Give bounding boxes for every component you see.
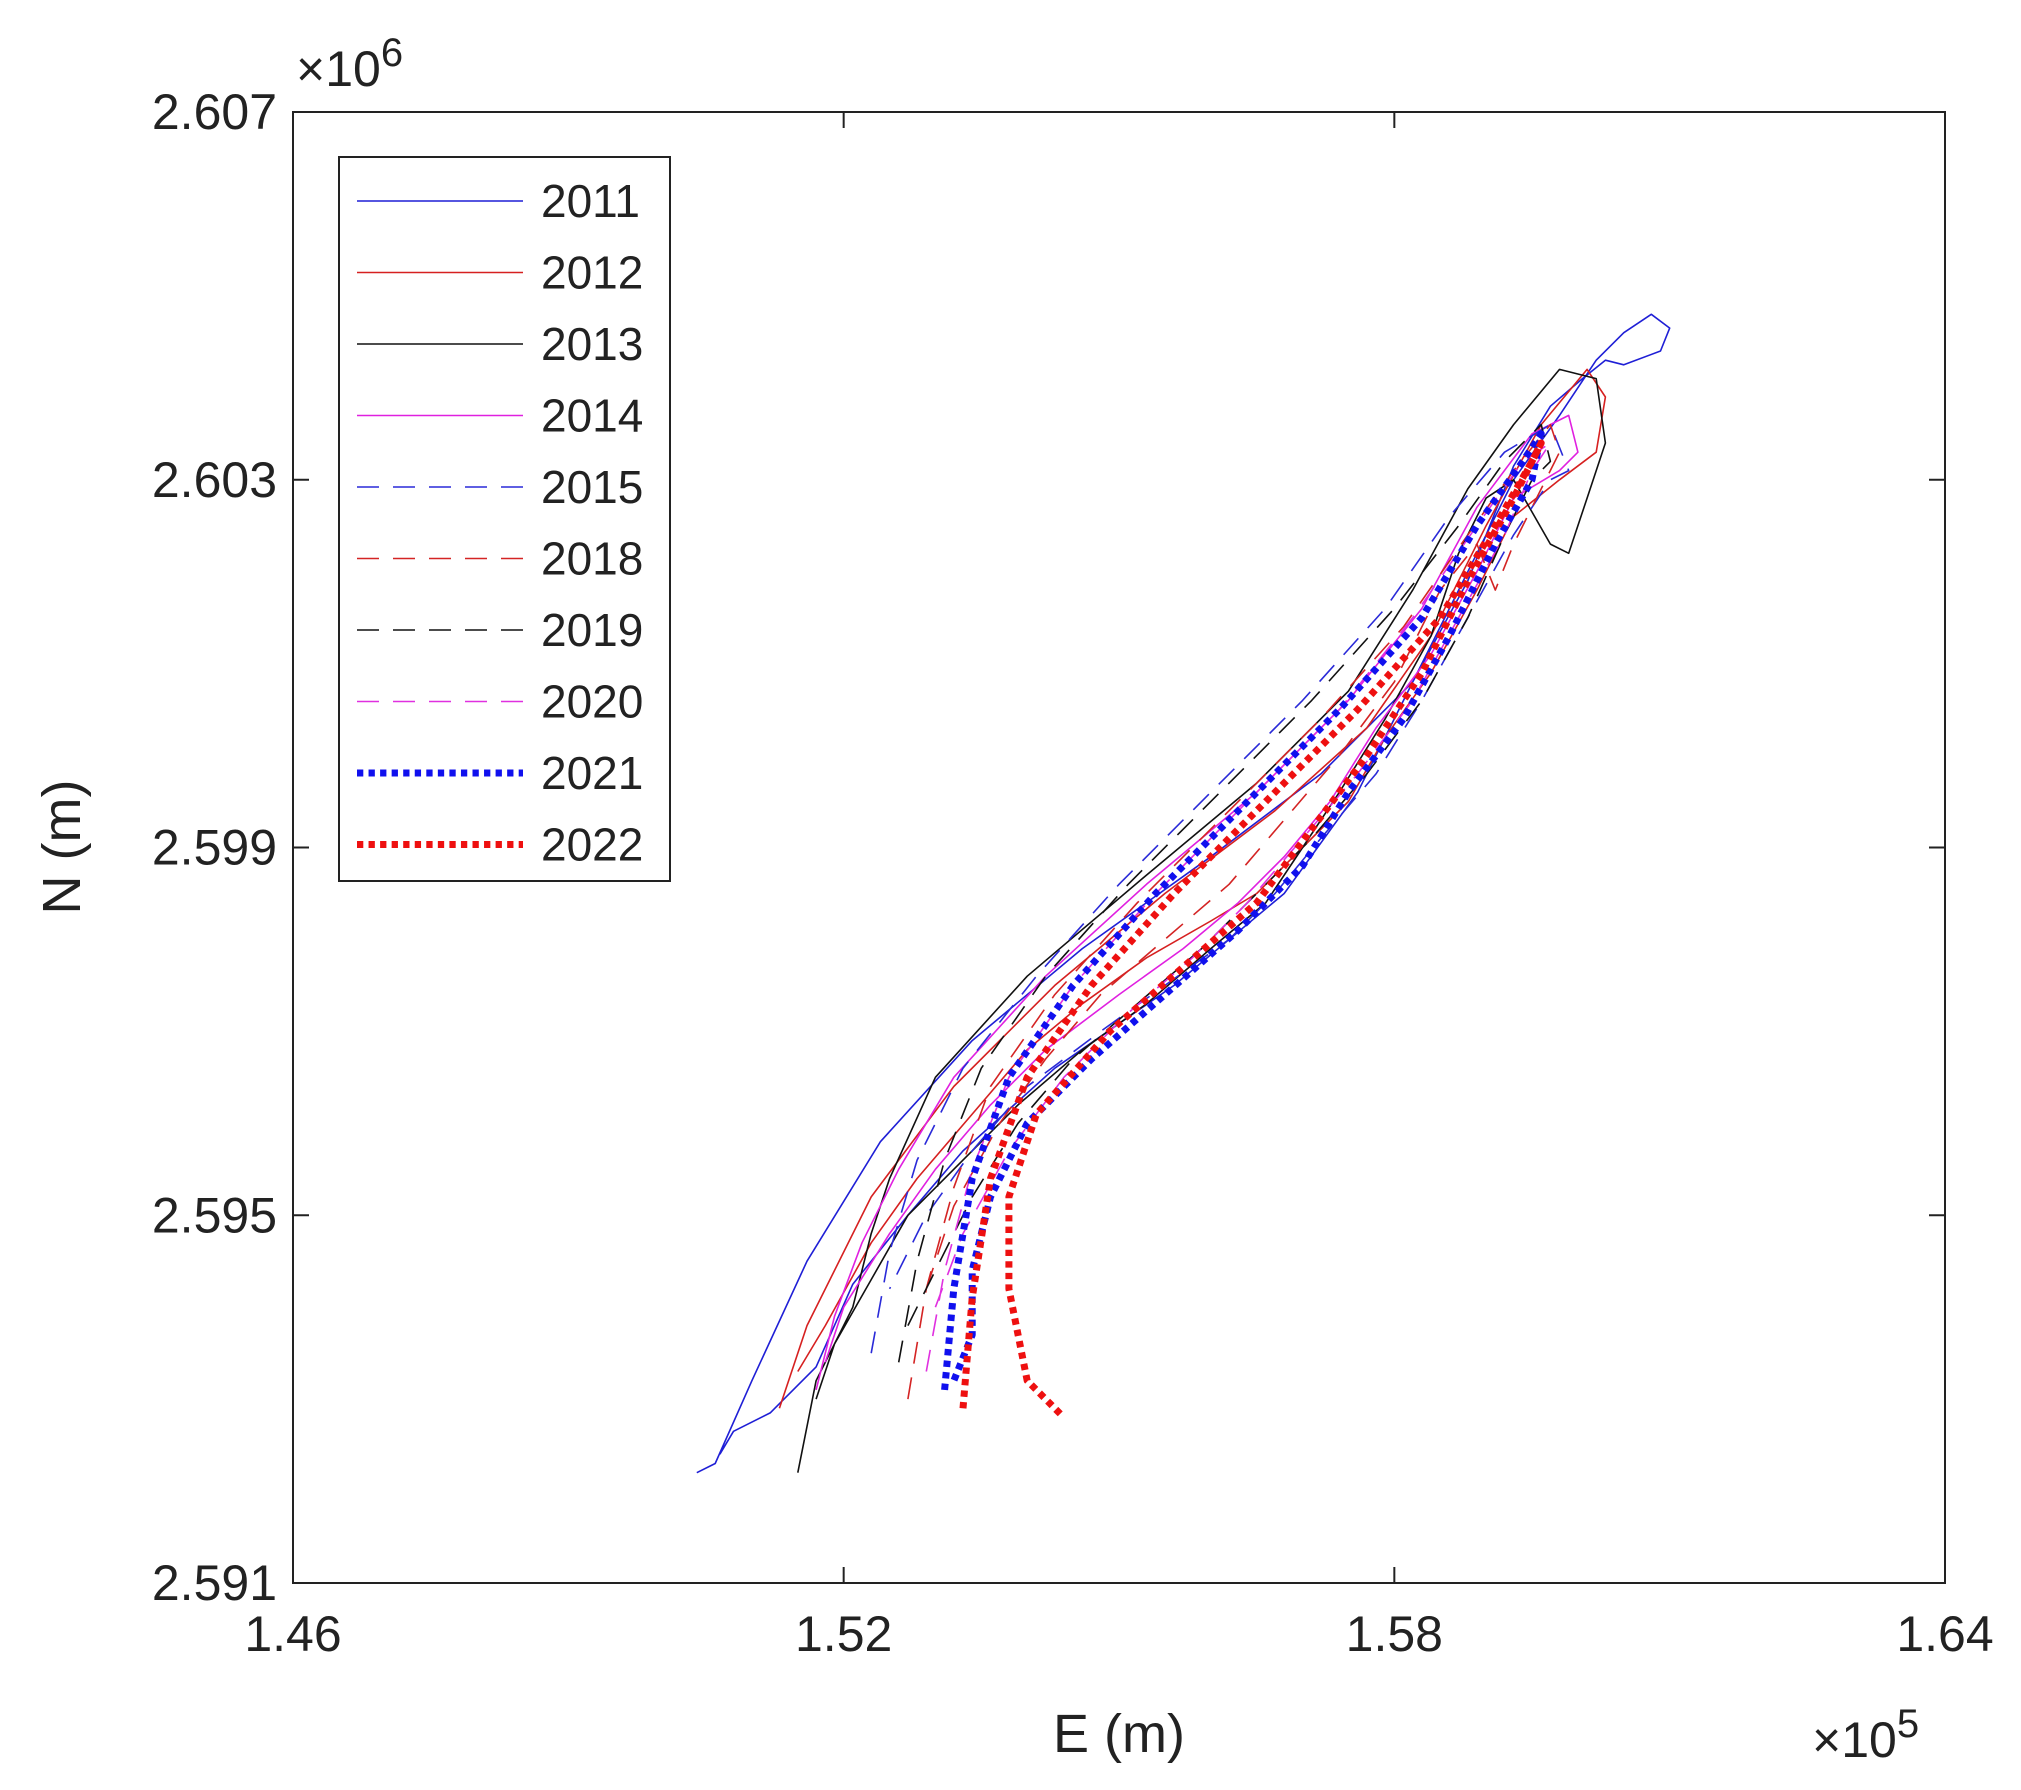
legend: 2011 2012 2013 2014 2015 2018 2019 2020 2021 2022 bbox=[338, 156, 671, 882]
legend-label-2021: 2021 bbox=[541, 747, 643, 799]
series-line-2013 bbox=[797, 368, 1607, 1473]
legend-label-2011: 2011 bbox=[541, 175, 640, 227]
legend-label-2013: 2013 bbox=[541, 318, 643, 370]
legend-label-2022: 2022 bbox=[541, 819, 643, 871]
exp-power: 5 bbox=[1897, 1702, 1919, 1746]
legend-label-2018: 2018 bbox=[541, 533, 643, 585]
legend-label-2012: 2012 bbox=[541, 247, 643, 299]
legend-label-2014: 2014 bbox=[541, 390, 643, 442]
series-line-2022 bbox=[959, 439, 1545, 1420]
legend-label-2020: 2020 bbox=[541, 676, 643, 728]
legend-box bbox=[338, 156, 671, 882]
ticks-layer: 1.46 1.52 1.58 1.64 2.591 2.595 2.599 2.603 2.60… bbox=[152, 84, 1994, 1662]
y-tick-label: 2.591 bbox=[152, 1555, 277, 1611]
x-tick-label: 1.58 bbox=[1346, 1606, 1443, 1662]
y-tick-label: 2.603 bbox=[152, 452, 277, 508]
x-tick-label: 1.64 bbox=[1896, 1606, 1993, 1662]
exp-power: 6 bbox=[381, 31, 403, 75]
x-axis-label: E (m) bbox=[1053, 1704, 1185, 1764]
y-tick-label: 2.599 bbox=[152, 820, 277, 876]
series-line-2021 bbox=[941, 430, 1545, 1391]
x-tick-label: 1.52 bbox=[795, 1606, 892, 1662]
exp-base: ×10 bbox=[296, 41, 381, 97]
y-exponent-label: ×106 bbox=[296, 31, 403, 97]
series-layer bbox=[696, 313, 1671, 1474]
exp-base: ×10 bbox=[1812, 1712, 1897, 1768]
legend-label-2015: 2015 bbox=[541, 461, 643, 513]
series-line-2011 bbox=[696, 313, 1671, 1474]
y-axis-label: N (m) bbox=[32, 780, 92, 915]
y-tick-label: 2.607 bbox=[152, 84, 277, 140]
x-exponent-label: ×105 bbox=[1812, 1702, 1919, 1768]
x-tick-label: 1.46 bbox=[244, 1606, 341, 1662]
y-tick-label: 2.595 bbox=[152, 1187, 277, 1243]
legend-label-2019: 2019 bbox=[541, 604, 643, 656]
